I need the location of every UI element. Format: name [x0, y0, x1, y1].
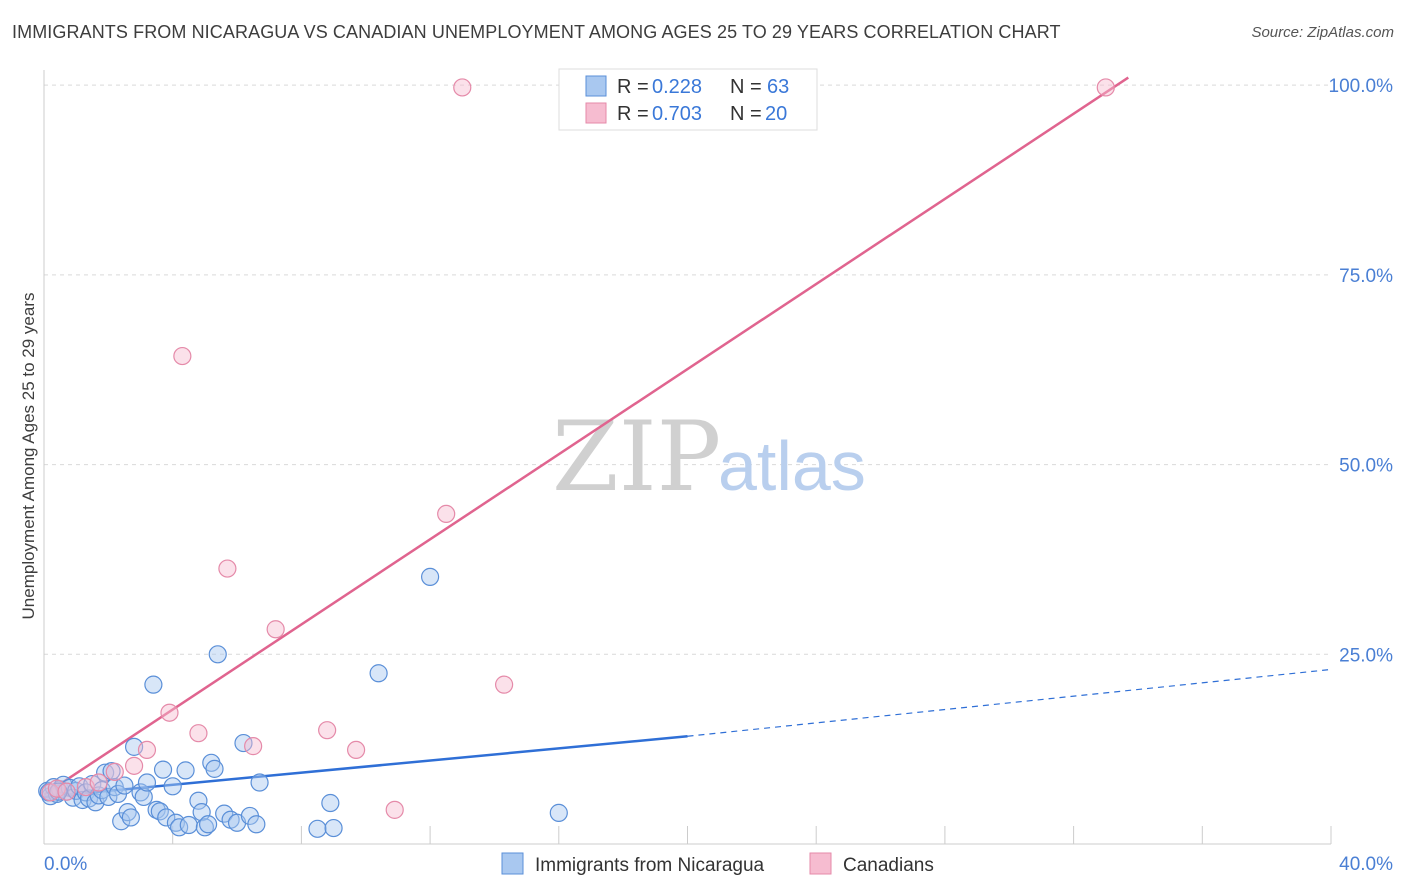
pink-data-point: [346, 740, 366, 760]
blue-data-point: [134, 787, 153, 807]
source-credit: Source: ZipAtlas.com: [1251, 24, 1394, 41]
legend-n-value: 63: [767, 76, 789, 98]
y-tick-label: 75.0%: [1339, 266, 1393, 287]
blue-data-point: [250, 773, 269, 792]
blue-data-point: [115, 776, 134, 795]
x-tick-label: 0.0%: [44, 854, 87, 875]
legend-r-label: R =: [617, 76, 649, 98]
pink-data-point: [137, 740, 157, 760]
blue-data-point: [189, 791, 208, 810]
blue-data-point: [549, 803, 568, 822]
legend-n-value: 20: [765, 103, 787, 125]
legend-r-value: 0.228: [652, 76, 702, 98]
legend-swatch-pink: [585, 102, 607, 124]
legend-r-value: 0.703: [652, 103, 702, 125]
bottom-legend: Immigrants from Nicaragua Canadians: [501, 852, 934, 876]
legend-box: R = 0.228 N = 63 R = 0.703 N = 20: [558, 68, 818, 131]
blue-data-point: [421, 567, 440, 586]
pink-data-point: [453, 78, 472, 97]
blue-data-point: [324, 818, 343, 838]
blue-data-point: [321, 793, 340, 813]
pink-trend-line: [43, 76, 1129, 796]
pink-data-point: [160, 703, 179, 722]
pink-data-point: [318, 721, 337, 740]
pink-data-point: [437, 504, 456, 524]
blue-data-point: [121, 808, 140, 827]
blue-data-point: [308, 819, 327, 838]
blue-data-point: [163, 777, 182, 796]
chart-title: IMMIGRANTS FROM NICARAGUA VS CANADIAN UN…: [12, 22, 1061, 42]
blue-data-point: [96, 763, 115, 782]
bottom-legend-swatch-blue: [501, 852, 524, 875]
axes: [43, 70, 1332, 845]
blue-data-point: [195, 818, 214, 837]
pink-data-point: [124, 756, 144, 775]
legend-r-label: R =: [617, 103, 649, 125]
watermark-zip: ZIP: [552, 401, 721, 513]
bottom-legend-label-canadians: Canadians: [843, 855, 934, 876]
blue-data-point: [205, 759, 224, 778]
x-tick-label: 40.0%: [1339, 854, 1393, 875]
blue-data-point: [208, 645, 227, 664]
bottom-legend-label-nicaragua: Immigrants from Nicaragua: [535, 855, 765, 876]
blue-data-point: [247, 815, 266, 834]
blue-data-point: [118, 803, 137, 822]
bottom-legend-swatch-pink: [809, 852, 832, 875]
blue-data-point: [144, 675, 163, 694]
pink-data-point: [266, 620, 285, 639]
blue-data-point: [137, 773, 157, 792]
pink-data-point: [57, 782, 76, 801]
legend-n-label: N =: [730, 103, 762, 125]
pink-data-point: [244, 737, 263, 756]
data-points: [38, 78, 1115, 838]
pink-data-point: [105, 762, 124, 782]
blue-data-point: [112, 812, 131, 831]
blue-data-point: [153, 760, 173, 779]
watermark-atlas: atlas: [718, 427, 866, 505]
blue-trend-line: [43, 735, 688, 799]
watermark: ZIP atlas: [552, 401, 866, 513]
y-tick-label: 50.0%: [1339, 456, 1393, 477]
pink-data-point: [89, 773, 108, 792]
y-tick-label: 100.0%: [1329, 76, 1394, 97]
blue-data-point: [176, 761, 195, 780]
blue-data-point: [198, 815, 218, 834]
y-axis-label: Unemployment Among Ages 25 to 29 years: [19, 293, 38, 620]
tick-labels: 25.0% 50.0% 75.0% 100.0% 0.0% 40.0%: [44, 76, 1393, 875]
blue-data-point: [369, 664, 388, 683]
legend-swatch-blue: [585, 75, 607, 97]
pink-data-point: [495, 675, 514, 694]
y-tick-label: 25.0%: [1339, 645, 1393, 666]
pink-data-point: [385, 800, 404, 819]
pink-data-point: [218, 559, 237, 578]
blue-trend-extension: [687, 668, 1332, 737]
blue-data-point: [157, 808, 176, 827]
pink-data-point: [1096, 78, 1115, 97]
trend-lines: [43, 76, 1332, 799]
blue-data-point: [179, 815, 198, 835]
pink-data-point: [189, 724, 208, 743]
pink-data-point: [173, 346, 192, 366]
legend-n-label: N =: [730, 76, 762, 98]
